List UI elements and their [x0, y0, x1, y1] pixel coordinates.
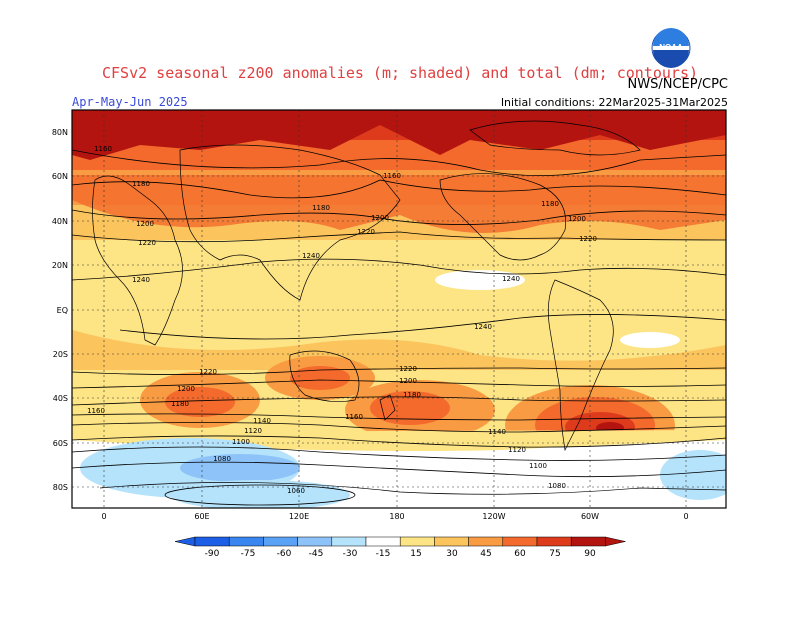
color-bar-swatches — [174, 536, 626, 547]
contour-label: 1080 — [548, 482, 566, 490]
lat-label: 80N — [52, 128, 68, 137]
colorbar-label: 30 — [446, 549, 458, 559]
colorbar-swatch — [263, 536, 298, 547]
colorbar-right-arrow — [605, 536, 626, 547]
contour-label: 1240 — [474, 323, 492, 331]
longitude-labels: 0 60E 120E 180 120W 60W 0 — [101, 512, 688, 521]
map-frame — [71, 109, 727, 509]
latitude-labels: 80N 60N 40N 20N EQ 20S 40S 60S 80S — [52, 128, 68, 492]
colorbar-label: -15 — [376, 549, 391, 559]
lon-label: 120W — [482, 512, 505, 521]
lat-label: 80S — [53, 483, 68, 492]
contour-label: 1120 — [244, 427, 262, 435]
coastlines — [92, 120, 726, 495]
contour-label: 1160 — [94, 145, 112, 153]
colorbar-label: -45 — [309, 549, 324, 559]
initial-conditions-label: Initial conditions: 22Mar2025-31Mar2025 — [500, 96, 728, 109]
lat-label: 20N — [52, 261, 68, 270]
colorbar-swatch — [570, 536, 606, 547]
colorbar-swatch — [399, 536, 435, 547]
colorbar-label: 15 — [410, 549, 421, 559]
lon-label: 60E — [194, 512, 209, 521]
colorbar-swatch — [297, 536, 333, 547]
contour-label: 1180 — [541, 200, 559, 208]
contour-label: 1220 — [399, 365, 417, 373]
colorbar-label: -30 — [343, 549, 358, 559]
color-bar-labels: -90 -75 -60 -45 -30 -15 15 30 45 60 75 9… — [205, 549, 596, 559]
contour-label: 1200 — [177, 385, 195, 393]
lat-label: EQ — [57, 306, 68, 315]
contour-label: 1240 — [132, 276, 150, 284]
colorbar-swatch — [228, 536, 264, 547]
height-contours — [72, 149, 726, 506]
colorbar-label: 75 — [549, 549, 560, 559]
colorbar-swatch — [468, 536, 504, 547]
contour-label: 1200 — [399, 377, 417, 385]
lat-label: 40S — [53, 394, 68, 403]
contour-label: 1240 — [302, 252, 320, 260]
colorbar-swatch — [536, 536, 572, 547]
contour-label: 1180 — [403, 391, 421, 399]
contour-label: 1180 — [132, 180, 150, 188]
contour-label: 1140 — [488, 428, 506, 436]
organization-label: NWS/NCEP/CPC — [627, 77, 728, 92]
lon-label: 60W — [581, 512, 599, 521]
noaa-logo-icon: NOAA — [651, 28, 691, 68]
lat-label: 60S — [53, 439, 68, 448]
contour-label: 1200 — [568, 215, 586, 223]
contour-label: 1220 — [138, 239, 156, 247]
season-label: Apr-May-Jun 2025 — [72, 95, 188, 109]
colorbar-swatch — [502, 536, 538, 547]
contour-labels: 1160 1180 1200 1220 1240 1180 1200 1220 … — [87, 145, 597, 495]
colorbar-label: -75 — [241, 549, 256, 559]
colorbar-label: 90 — [584, 549, 596, 559]
colorbar-swatch — [331, 536, 367, 547]
colorbar-label: 60 — [514, 549, 526, 559]
lat-label: 60N — [52, 172, 68, 181]
contour-label: 1240 — [502, 275, 520, 283]
contour-label: 1200 — [136, 220, 154, 228]
map-gridlines — [72, 110, 726, 508]
contour-label: 1160 — [383, 172, 401, 180]
contour-label: 1160 — [87, 407, 105, 415]
colorbar-swatch — [194, 536, 230, 547]
map-title: CFSv2 seasonal z200 anomalies (m; shaded… — [101, 64, 699, 82]
colorbar-swatch — [434, 536, 469, 547]
contour-label: 1220 — [199, 368, 217, 376]
contour-label: 1200 — [371, 214, 389, 222]
colorbar-label: -90 — [205, 549, 220, 559]
lon-label: 0 — [101, 512, 106, 521]
contour-label: 1120 — [508, 446, 526, 454]
contour-label: 1100 — [529, 462, 547, 470]
contour-label: 1160 — [345, 413, 363, 421]
lat-label: 40N — [52, 217, 68, 226]
contour-label: 1100 — [232, 438, 250, 446]
contour-label: 1080 — [213, 455, 231, 463]
colorbar-swatch — [365, 536, 401, 547]
contour-label: 1220 — [579, 235, 597, 243]
colorbar-left-arrow — [174, 536, 196, 547]
logo-text: NOAA — [659, 43, 683, 52]
contour-label: 1220 — [357, 228, 375, 236]
contour-label: 1140 — [253, 417, 271, 425]
colorbar-label: -60 — [277, 549, 292, 559]
colorbar-label: 45 — [480, 549, 491, 559]
lon-label: 0 — [683, 512, 688, 521]
lat-label: 20S — [53, 350, 68, 359]
contour-label: 1180 — [312, 204, 330, 212]
contour-label: 1180 — [171, 400, 189, 408]
contour-label: 1060 — [287, 487, 305, 495]
lon-label: 120E — [289, 512, 309, 521]
lon-label: 180 — [389, 512, 404, 521]
